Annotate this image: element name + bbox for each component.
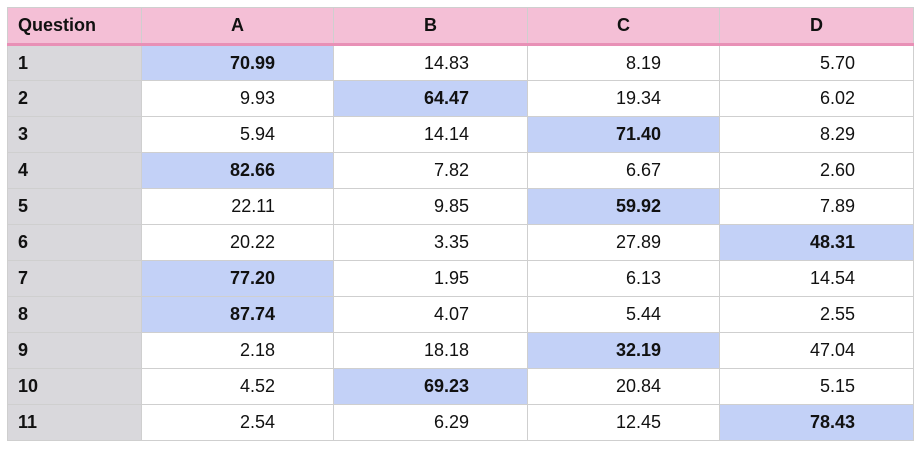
value-cell-b: 9.85 xyxy=(333,188,528,225)
value-cell-b: 7.82 xyxy=(333,152,528,189)
value-cell-c: 27.89 xyxy=(527,224,720,261)
value-cell-d: 14.54 xyxy=(719,260,914,297)
value-cell-d: 5.70 xyxy=(719,44,914,81)
table-row: 6 20.22 3.35 27.89 48.31 xyxy=(7,224,914,261)
value-cell-d: 5.15 xyxy=(719,368,914,405)
question-number: 2 xyxy=(7,80,142,117)
value-cell-d: 7.89 xyxy=(719,188,914,225)
value-cell-d: 47.04 xyxy=(719,332,914,369)
table-row: 8 87.74 4.07 5.44 2.55 xyxy=(7,296,914,333)
value-cell-c: 20.84 xyxy=(527,368,720,405)
table-row: 5 22.11 9.85 59.92 7.89 xyxy=(7,188,914,225)
highlighted-value-cell-a: 70.99 xyxy=(141,44,334,81)
value-cell-a: 4.52 xyxy=(141,368,334,405)
question-number: 4 xyxy=(7,152,142,189)
results-table: Question A B C D 1 70.99 14.83 8.19 5.70 2 9.9… xyxy=(7,7,914,441)
value-cell-a: 22.11 xyxy=(141,188,334,225)
question-number: 11 xyxy=(7,404,142,441)
table-row: 7 77.20 1.95 6.13 14.54 xyxy=(7,260,914,297)
highlighted-value-cell-c: 32.19 xyxy=(527,332,720,369)
header-c: C xyxy=(527,7,720,46)
value-cell-b: 6.29 xyxy=(333,404,528,441)
highlighted-value-cell-c: 71.40 xyxy=(527,116,720,153)
value-cell-c: 19.34 xyxy=(527,80,720,117)
highlighted-value-cell-d: 78.43 xyxy=(719,404,914,441)
header-b: B xyxy=(333,7,528,46)
value-cell-b: 4.07 xyxy=(333,296,528,333)
table-row: 11 2.54 6.29 12.45 78.43 xyxy=(7,404,914,441)
question-number: 6 xyxy=(7,224,142,261)
question-number: 8 xyxy=(7,296,142,333)
question-number: 5 xyxy=(7,188,142,225)
highlighted-value-cell-a: 77.20 xyxy=(141,260,334,297)
header-a: A xyxy=(141,7,334,46)
highlighted-value-cell-b: 69.23 xyxy=(333,368,528,405)
table-body: 1 70.99 14.83 8.19 5.70 2 9.93 64.47 19.34 6.02 3 5… xyxy=(7,44,914,441)
table-row: 2 9.93 64.47 19.34 6.02 xyxy=(7,80,914,117)
value-cell-a: 2.18 xyxy=(141,332,334,369)
highlighted-value-cell-a: 82.66 xyxy=(141,152,334,189)
value-cell-c: 6.13 xyxy=(527,260,720,297)
value-cell-d: 8.29 xyxy=(719,116,914,153)
value-cell-a: 9.93 xyxy=(141,80,334,117)
value-cell-d: 6.02 xyxy=(719,80,914,117)
highlighted-value-cell-c: 59.92 xyxy=(527,188,720,225)
value-cell-b: 14.14 xyxy=(333,116,528,153)
header-row: Question A B C D xyxy=(7,7,914,46)
value-cell-c: 8.19 xyxy=(527,44,720,81)
highlighted-value-cell-b: 64.47 xyxy=(333,80,528,117)
table-row: 4 82.66 7.82 6.67 2.60 xyxy=(7,152,914,189)
table-row: 1 70.99 14.83 8.19 5.70 xyxy=(7,44,914,81)
value-cell-b: 3.35 xyxy=(333,224,528,261)
question-number: 7 xyxy=(7,260,142,297)
value-cell-b: 14.83 xyxy=(333,44,528,81)
value-cell-a: 2.54 xyxy=(141,404,334,441)
value-cell-a: 20.22 xyxy=(141,224,334,261)
value-cell-d: 2.55 xyxy=(719,296,914,333)
value-cell-d: 2.60 xyxy=(719,152,914,189)
value-cell-b: 18.18 xyxy=(333,332,528,369)
question-number: 3 xyxy=(7,116,142,153)
header-question: Question xyxy=(7,7,142,46)
highlighted-value-cell-a: 87.74 xyxy=(141,296,334,333)
header-d: D xyxy=(719,7,914,46)
table-row: 10 4.52 69.23 20.84 5.15 xyxy=(7,368,914,405)
value-cell-a: 5.94 xyxy=(141,116,334,153)
question-number: 9 xyxy=(7,332,142,369)
highlighted-value-cell-d: 48.31 xyxy=(719,224,914,261)
question-number: 1 xyxy=(7,44,142,81)
value-cell-c: 12.45 xyxy=(527,404,720,441)
value-cell-c: 5.44 xyxy=(527,296,720,333)
value-cell-c: 6.67 xyxy=(527,152,720,189)
question-number: 10 xyxy=(7,368,142,405)
table-row: 9 2.18 18.18 32.19 47.04 xyxy=(7,332,914,369)
value-cell-b: 1.95 xyxy=(333,260,528,297)
table-row: 3 5.94 14.14 71.40 8.29 xyxy=(7,116,914,153)
